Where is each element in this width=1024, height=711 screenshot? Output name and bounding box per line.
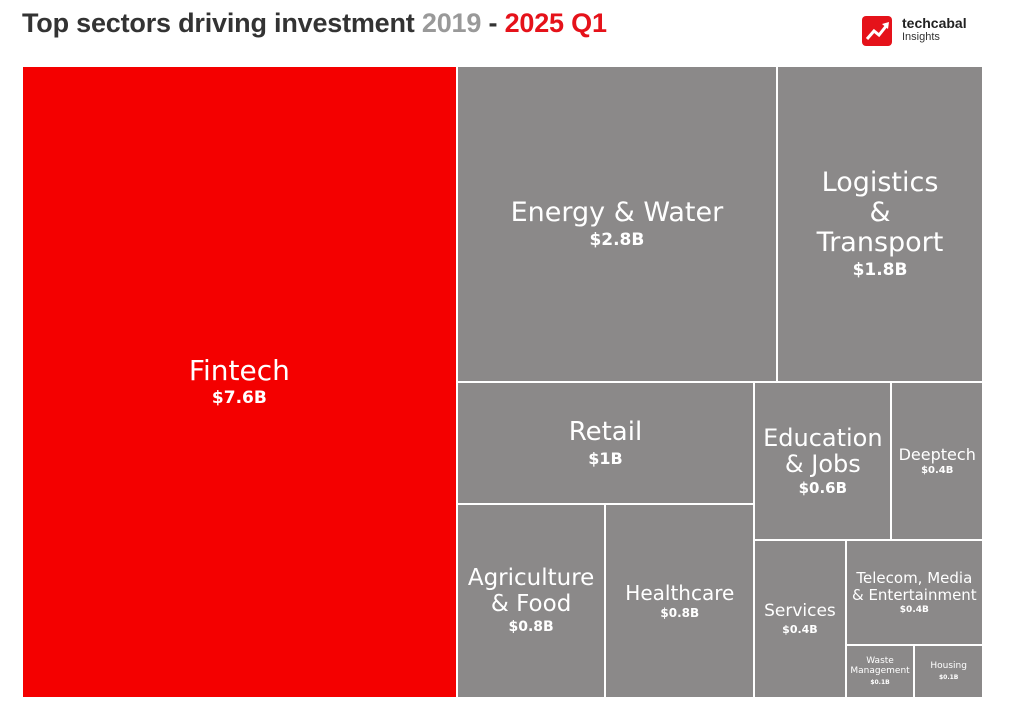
- treemap-cell: Fintech $7.6B: [22, 66, 457, 698]
- cell-label: Education & Jobs: [763, 423, 883, 478]
- source-sub: Insights: [902, 31, 940, 43]
- cell-value: $1.8B: [852, 259, 908, 280]
- treemap-cell: Energy & Water $2.8B: [456, 66, 778, 382]
- logo: techcabal Insights: [862, 14, 992, 48]
- cell-label: Fintech: [188, 353, 290, 387]
- treemap-cell: Deeptech $0.4B: [891, 382, 983, 540]
- treemap-cell: Housing $0.1B: [914, 645, 983, 698]
- chart-title: Top sectors driving investment 2019 - 20…: [22, 8, 607, 39]
- cell-value: $1B: [588, 448, 623, 468]
- treemap-cell: Logistics & Transport $1.8B: [777, 66, 983, 382]
- cell-label: Waste Management: [850, 656, 910, 677]
- cell-value: $0.4B: [921, 465, 954, 477]
- period-start: 2019: [421, 8, 482, 38]
- treemap-cell: Retail $1B: [456, 382, 755, 504]
- treemap-cell: Services $0.4B: [754, 540, 846, 698]
- title-text: Top sectors driving investment: [22, 8, 415, 38]
- cell-label: Healthcare: [625, 580, 735, 605]
- cell-value: $0.8B: [508, 619, 554, 636]
- cell-label: Services: [764, 601, 836, 622]
- treemap-cell: Telecom, Media & Entertainment $0.4B: [845, 540, 983, 646]
- cell-value: $2.8B: [589, 229, 645, 250]
- treemap-cell: Agriculture & Food $0.8B: [456, 503, 606, 698]
- cell-value: $7.6B: [211, 388, 267, 409]
- cell-label: Deeptech: [898, 444, 976, 464]
- cell-label: Telecom, Media & Entertainment: [851, 569, 977, 604]
- cell-label: Energy & Water: [510, 197, 724, 229]
- treemap-cell: Healthcare $0.8B: [605, 503, 755, 698]
- cell-label: Housing: [930, 661, 967, 672]
- cell-value: $0.4B: [899, 605, 929, 616]
- cell-label: Agriculture & Food: [467, 565, 595, 617]
- period-separator: -: [488, 8, 498, 38]
- source: techcabal: [902, 15, 967, 31]
- cell-value: $0.1B: [938, 674, 959, 682]
- cell-value: $0.8B: [660, 605, 700, 620]
- cell-label: Retail: [568, 416, 643, 447]
- cell-value: $0.4B: [782, 622, 818, 636]
- period-end: 2025 Q1: [504, 8, 607, 38]
- treemap-cell: Waste Management $0.1B: [845, 645, 915, 698]
- cell-label: Logistics & Transport: [816, 167, 944, 258]
- logo-icon: [862, 16, 892, 46]
- cell-value: $0.6B: [798, 479, 848, 498]
- treemap-cell: Education & Jobs $0.6B: [754, 382, 892, 540]
- cell-value: $0.1B: [870, 679, 890, 687]
